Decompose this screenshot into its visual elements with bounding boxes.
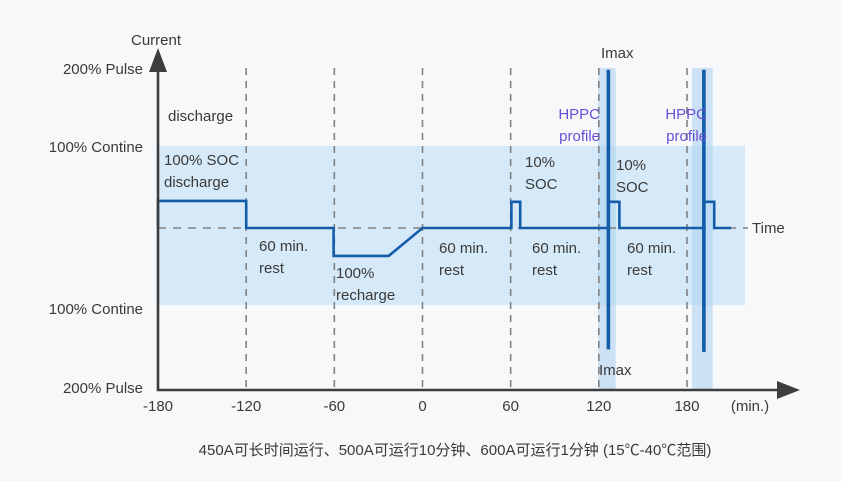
rest-label-2: 60 min. rest [439, 240, 489, 279]
hppc-profile-label-2: HPPC profile [665, 106, 707, 145]
rest-label-3: 60 min. rest [532, 240, 582, 279]
recharge-label: 100% recharge [336, 265, 396, 304]
x-tick-label: 0 [418, 398, 427, 415]
x-tick-label: -60 [323, 398, 346, 415]
axes [149, 48, 800, 399]
y-label-100-contine-top: 100% Contine [48, 139, 143, 156]
x-axis-arrow [777, 381, 800, 399]
x-axis-unit: (min.) [730, 398, 770, 415]
y-label-100-contine-bottom: 100% Contine [48, 301, 143, 318]
x-tick-label: -180 [142, 398, 174, 415]
y-axis-title: Current [131, 32, 182, 49]
soc100-discharge-label: 100% SOC discharge [164, 152, 240, 191]
highlight-band [158, 146, 746, 306]
y-label-200-pulse-bottom: 200% Pulse [62, 380, 143, 397]
soc10-label-1: 10% SOC [525, 154, 558, 193]
hppc-profile-label-1: HPPC profile [558, 106, 600, 145]
imax-label-top: Imax [601, 45, 634, 62]
caption: 450A可长时间运行、500A可运行10分钟、600A可运行1分钟 (15℃-4… [198, 442, 712, 459]
x-tick-label: 60 [502, 398, 519, 415]
y-axis-arrow [149, 48, 167, 72]
rest-label-4: 60 min. rest [627, 240, 677, 279]
y-label-200-pulse-top: 200% Pulse [62, 61, 143, 78]
soc10-label-2: 10% SOC [616, 157, 649, 196]
rest-label-1: 60 min. rest [259, 238, 309, 277]
discharge-label: discharge [168, 108, 234, 125]
x-tick-label: 180 [674, 398, 700, 415]
imax-label-bottom: Imax [599, 362, 632, 379]
time-label: Time [752, 220, 785, 237]
x-tick-label: -120 [231, 398, 262, 415]
x-tick-label: 120 [586, 398, 612, 415]
